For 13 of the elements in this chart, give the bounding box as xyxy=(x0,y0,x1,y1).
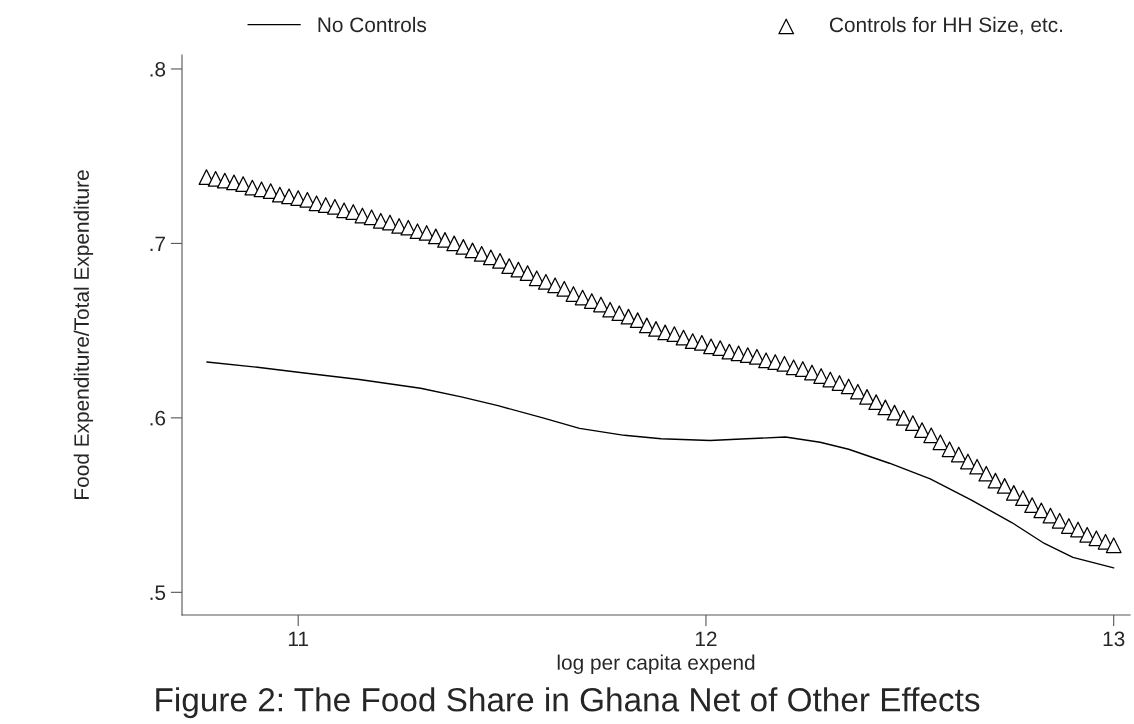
x-axis-title: log per capita expend xyxy=(557,654,755,674)
legend-label: No Controls xyxy=(318,16,427,33)
x-tick-label: 12 xyxy=(695,631,717,647)
y-tick-label: .8 xyxy=(150,61,166,77)
legend-label: Controls for HH Size, etc. xyxy=(829,16,1063,35)
x-tick-label: 13 xyxy=(1103,631,1125,647)
y-tick-label: .5 xyxy=(150,585,166,601)
y-axis-title: Food Expenditure/Total Expenditure xyxy=(73,170,94,499)
text: Figure 2: The Food Share in Ghana Net of Other Effects xyxy=(156,687,980,719)
y-tick-label: .7 xyxy=(150,236,165,251)
line-series xyxy=(206,361,1115,569)
x-tick-label: 11 xyxy=(288,631,309,647)
y-tick-label: .6 xyxy=(150,410,166,426)
